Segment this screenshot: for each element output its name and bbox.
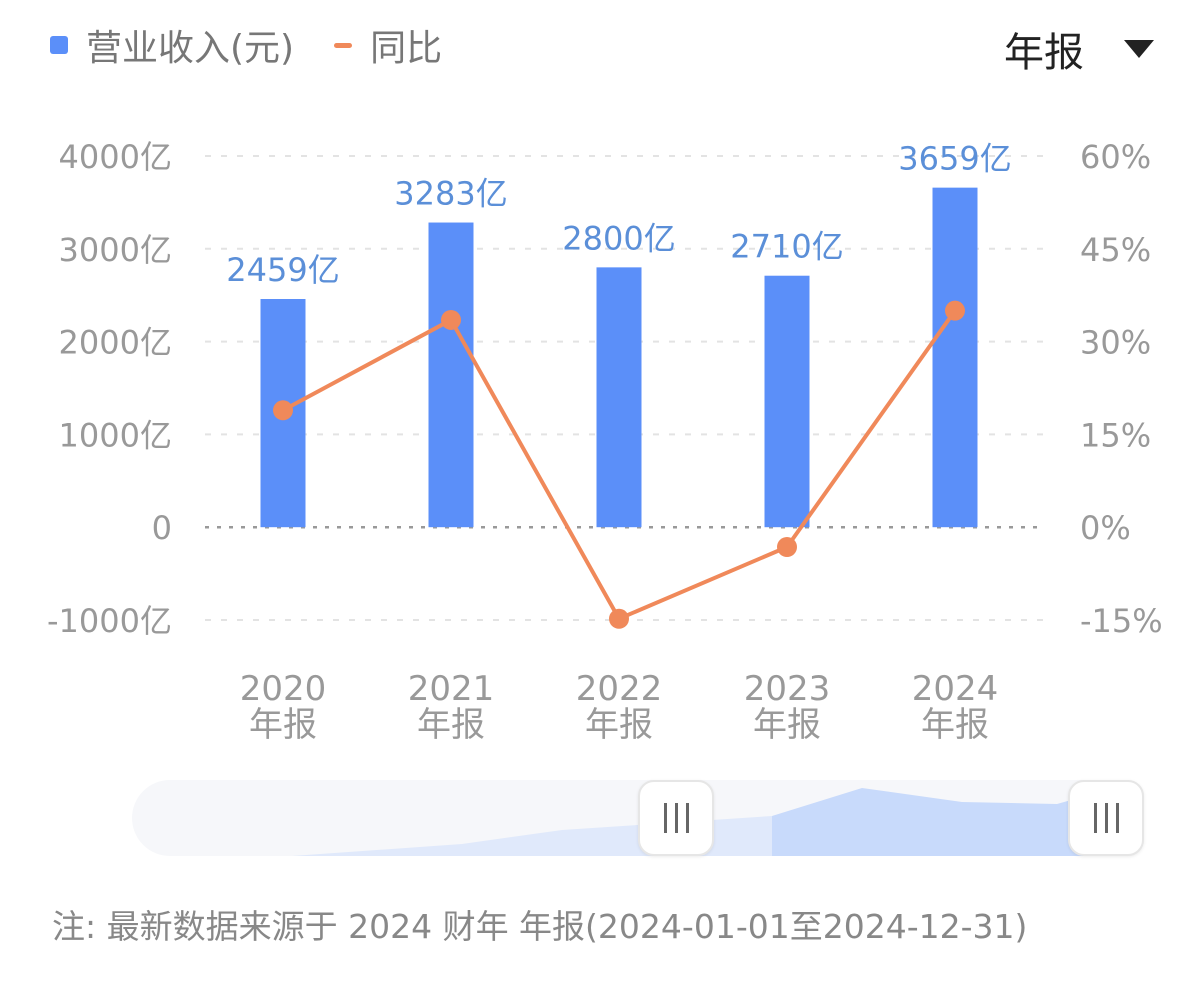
y-left-tick-label: 2000亿	[59, 324, 172, 362]
grip-icon	[1090, 803, 1123, 833]
legend-item-revenue[interactable]: 营业收入(元)	[50, 19, 294, 71]
revenue-chart: 4000亿 3000亿 2000亿 1000亿 0 -1000亿 60% 45% 30% 15% 0…	[47, 138, 1163, 745]
bar	[596, 267, 642, 528]
y-right-tick-label: 45%	[1080, 231, 1151, 269]
bar-data-label: 3283亿	[394, 175, 507, 213]
period-dropdown[interactable]: 年报	[1004, 20, 1154, 78]
bar-data-label: 3659亿	[898, 140, 1011, 178]
yoy-point	[441, 309, 461, 330]
slider-selected-area	[772, 780, 1142, 856]
slider-preview	[292, 780, 1142, 856]
y-right-tick-label: -15%	[1080, 602, 1163, 640]
y-left-tick-label: 3000亿	[59, 231, 172, 269]
x-tick-label: 2021 年报	[408, 669, 495, 745]
legend-label-yoy: 同比	[370, 28, 443, 69]
x-tick-label: 2022 年报	[576, 669, 663, 745]
y-left-tick-label: 1000亿	[59, 416, 172, 454]
bar-data-label: 2710亿	[730, 228, 843, 266]
yoy-point	[273, 400, 293, 421]
yoy-point	[777, 536, 797, 557]
footnote: 注: 最新数据来源于 2024 财年 年报(2024-01-01至2024-12…	[52, 907, 1028, 946]
y-right-tick-label: 60%	[1080, 138, 1151, 176]
y-left-tick-label: -1000亿	[47, 602, 172, 640]
y-right-tick-label: 15%	[1080, 416, 1151, 454]
bar-data-label: 2459亿	[226, 251, 339, 289]
slider-handle-left[interactable]	[638, 780, 714, 856]
yoy-point	[609, 608, 629, 629]
bar-data-label: 2800亿	[562, 219, 675, 257]
y-right-tick-label: 30%	[1080, 324, 1151, 362]
bar	[428, 222, 474, 528]
yoy-point	[945, 300, 965, 321]
revenue-swatch	[50, 36, 68, 54]
x-tick-label: 2023 年报	[744, 669, 831, 745]
period-dropdown-value: 年报	[1004, 30, 1084, 76]
yoy-swatch	[334, 42, 353, 48]
chart-legend: 营业收入(元) 同比	[50, 19, 482, 71]
chevron-down-icon	[1124, 40, 1154, 58]
bar	[932, 187, 978, 528]
y-right-tick-label: 0%	[1080, 509, 1131, 547]
y-left-tick-label: 0	[152, 509, 172, 547]
legend-item-yoy[interactable]: 同比	[334, 19, 442, 71]
x-tick-label: 2020 年报	[240, 669, 327, 745]
bar	[764, 275, 810, 528]
range-slider[interactable]	[132, 780, 1144, 856]
legend-label-revenue: 营业收入(元)	[86, 28, 295, 69]
grip-icon	[660, 803, 693, 833]
x-tick-label: 2024 年报	[912, 669, 999, 745]
slider-handle-right[interactable]	[1068, 780, 1144, 856]
y-left-tick-label: 4000亿	[59, 138, 172, 176]
slider-track[interactable]	[132, 780, 1142, 856]
